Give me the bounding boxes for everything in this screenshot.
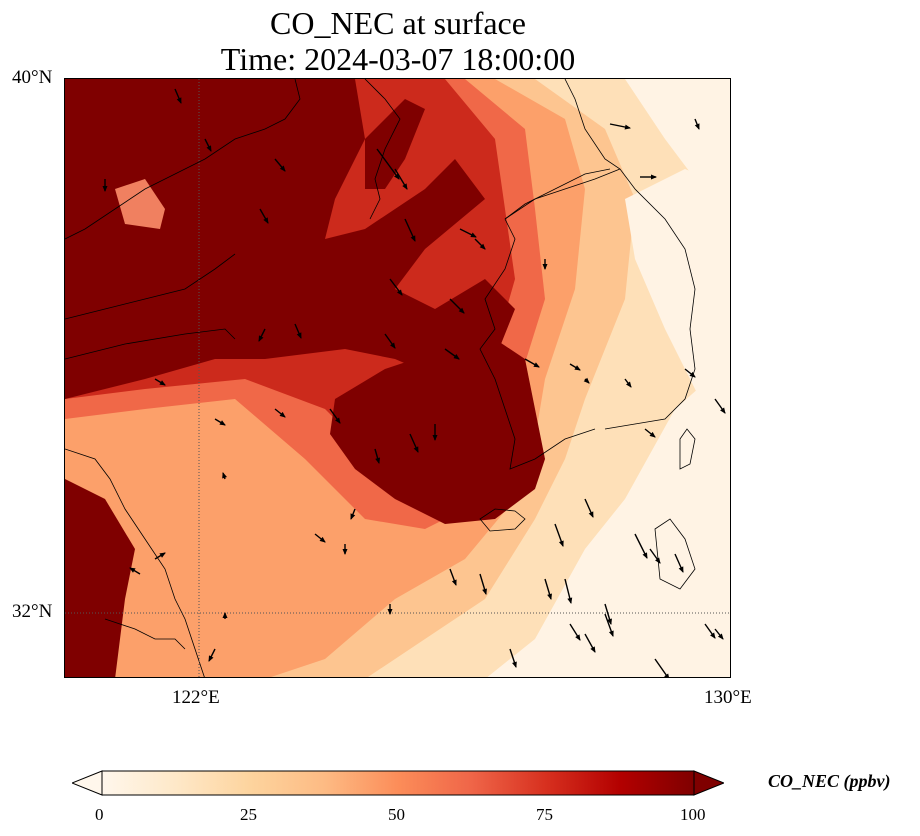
wind-vector-head [375, 457, 381, 464]
wind-vector-head [558, 540, 564, 547]
wind-vector-head [397, 289, 403, 296]
wind-vector [376, 148, 400, 180]
wind-vector-head [542, 264, 548, 270]
wind-vector-head [410, 235, 416, 242]
wind-vector-head [626, 381, 632, 388]
concentration-band-clean-east [625, 169, 730, 677]
colorbar-extend-high [693, 770, 724, 796]
wind-vector-head [664, 673, 669, 677]
wind-vector-head [335, 417, 341, 424]
lon-tick-label: 130°E [704, 687, 752, 708]
coastline-korea-north-border [504, 168, 621, 220]
coastline-jeju [479, 508, 526, 532]
colorbar-tick-label: 75 [536, 805, 553, 824]
wind-vector-head [102, 186, 108, 192]
coastline-jiangsu [65, 448, 205, 677]
wind-vector-head [624, 124, 631, 130]
wind-vector-head [512, 661, 517, 668]
wind-vector-head [279, 165, 286, 172]
wind-vectors [102, 88, 726, 677]
map-subtitle-time: Time: 2024-03-07 18:00:00 [220, 41, 576, 77]
wind-vector-head [547, 593, 552, 600]
wind-vector-head [533, 362, 540, 368]
coastline-korea-east [564, 79, 696, 430]
map-title: CO_NEC at surface [270, 5, 526, 41]
wind-vector-head [296, 332, 302, 339]
wind-vector-head [720, 407, 726, 414]
coastline-yalu [504, 168, 611, 220]
wind-vector-head [176, 97, 182, 104]
lat-tick-label: 40°N [12, 67, 53, 88]
wind-vector-head [263, 217, 269, 224]
wind-vector-head [689, 371, 696, 378]
wind-vector-head [642, 552, 648, 559]
coastline-liaodong-peninsula [364, 79, 401, 220]
wind-vector-head [649, 431, 656, 438]
wind-vector-head [319, 536, 326, 543]
wind-vector-head [159, 552, 166, 558]
wind-vector-head [222, 612, 228, 618]
wind-vector-head [470, 232, 477, 238]
coastline-bohai-west [65, 253, 236, 320]
wind-vector-head [717, 633, 724, 640]
wind-vector-head [678, 566, 684, 573]
wind-vector-head [387, 609, 393, 615]
wind-vector-head [608, 630, 614, 637]
wind-vector-head [413, 446, 419, 453]
concentration-core-bohai [365, 99, 425, 189]
colorbar-tick-label: 25 [240, 805, 257, 824]
wind-vector-head [583, 377, 590, 384]
wind-vector-head [402, 183, 408, 190]
colorbar-extend-low [72, 770, 103, 796]
coastline-tsushima [679, 428, 696, 470]
lat-tick-label: 32°N [12, 601, 53, 622]
concentration-map [65, 79, 730, 677]
wind-vector-head [590, 646, 596, 653]
concentration-core-north [65, 79, 515, 399]
colorbar-tick-label: 0 [95, 805, 104, 824]
coastline-shandong [65, 328, 236, 360]
colorbar-title: CO_NEC (ppbv) [768, 771, 891, 791]
wind-vector-head [206, 145, 212, 152]
wind-vector-head [655, 557, 661, 564]
coastline-liaodong [65, 79, 301, 240]
coastline-yangtze-north [104, 618, 186, 650]
wind-vector-head [575, 634, 581, 641]
colorbar [72, 770, 724, 796]
concentration-patch-light [115, 179, 165, 229]
wind-vector-head [694, 123, 700, 130]
colorbar-tick-label: 100 [680, 805, 706, 824]
wind-vector-head [651, 174, 657, 180]
wind-vector-head [208, 655, 214, 662]
map-plot-area [64, 78, 731, 678]
wind-vector-head [432, 435, 438, 441]
wind-vector-head [607, 618, 612, 625]
wind-vector-head [390, 342, 396, 349]
concentration-core-southwest [65, 479, 135, 677]
lon-tick-label: 122°E [172, 687, 220, 708]
wind-vector-head [482, 588, 487, 595]
wind-vector-head [453, 354, 460, 360]
coastline-korea-west [479, 218, 596, 470]
wind-vector-head [350, 513, 356, 520]
coastlines [65, 79, 696, 677]
wind-vector-head [588, 511, 594, 518]
wind-vector-head [279, 411, 286, 418]
wind-vector-head [129, 567, 136, 573]
wind-vector-head [567, 597, 573, 604]
wind-vector-head [451, 579, 457, 586]
colorbar-tick-label: 50 [388, 805, 405, 824]
coastline-japan-kyushu [654, 518, 696, 590]
wind-vector-head [710, 632, 716, 639]
concentration-core-central [330, 339, 545, 524]
wind-vector-head [258, 335, 264, 342]
wind-vector-head [342, 549, 348, 555]
wind-vector-head [574, 365, 581, 371]
wind-vector-head [219, 420, 226, 426]
wind-vector-head [479, 243, 486, 250]
colorbar-gradient [101, 770, 695, 796]
wind-vector-head [159, 380, 166, 386]
wind-vector-head [458, 307, 465, 314]
wind-vector-head [222, 472, 227, 479]
